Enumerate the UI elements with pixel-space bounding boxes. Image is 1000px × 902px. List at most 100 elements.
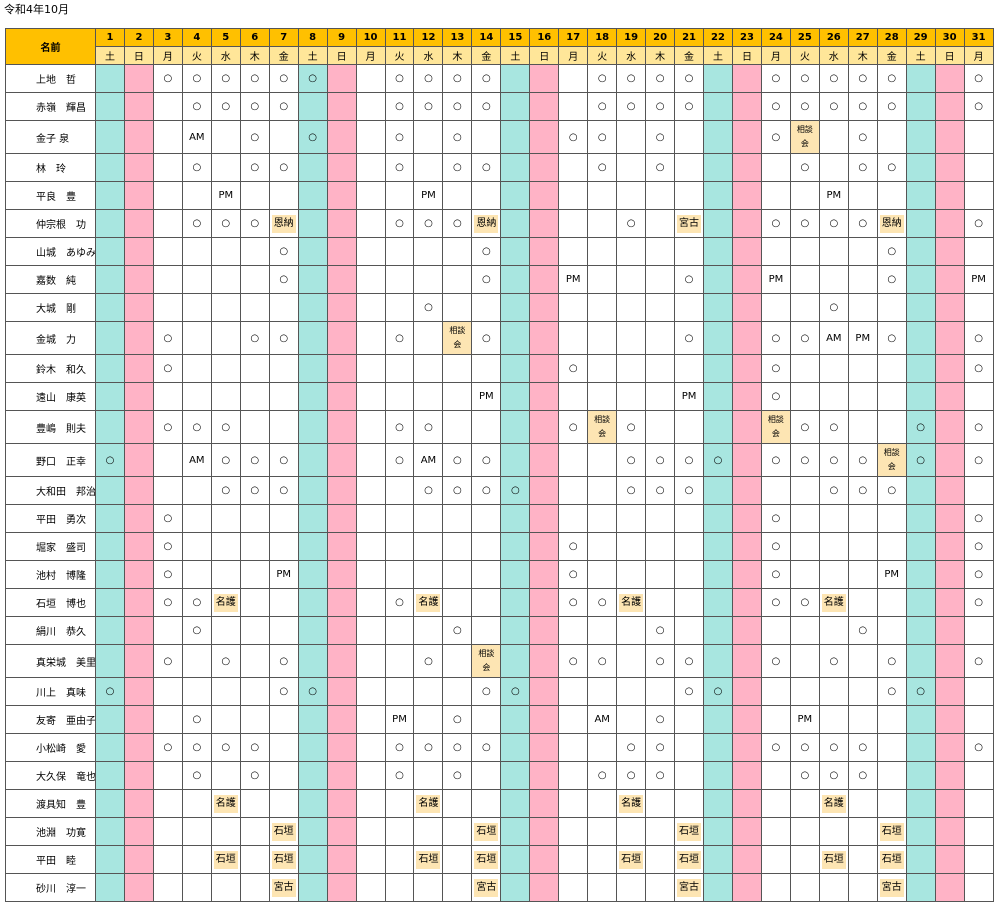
schedule-cell: ○ — [818, 644, 849, 678]
schedule-cell — [558, 64, 589, 93]
staff-name: 平良 豊 — [5, 181, 96, 210]
schedule-cell — [529, 532, 560, 561]
schedule-cell — [963, 616, 994, 645]
schedule-cell — [645, 265, 676, 294]
schedule-cell — [471, 504, 502, 533]
schedule-cell — [905, 761, 936, 790]
weekday-header: 日 — [731, 46, 762, 65]
schedule-cell — [645, 873, 676, 902]
schedule-cell — [355, 873, 386, 902]
staff-name: 平田 勇次 — [5, 504, 96, 533]
schedule-cell — [95, 92, 125, 121]
schedule-cell: ○ — [268, 476, 299, 505]
schedule-cell — [731, 532, 762, 561]
schedule-cell — [152, 789, 183, 818]
schedule-cell — [326, 410, 357, 444]
schedule-cell: ○ — [963, 92, 994, 121]
schedule-cell — [703, 532, 733, 561]
schedule-cell — [326, 265, 357, 294]
schedule-cell — [847, 293, 878, 322]
schedule-cell — [297, 321, 328, 355]
schedule-cell: ○ — [471, 733, 502, 762]
schedule-cell — [674, 237, 705, 266]
schedule-cell — [95, 616, 125, 645]
schedule-cell: ○ — [384, 153, 415, 182]
schedule-cell — [905, 321, 936, 355]
schedule-cell — [181, 265, 212, 294]
schedule-cell: ○ — [210, 410, 241, 444]
schedule-cell: ○ — [181, 153, 212, 182]
schedule-cell — [905, 237, 936, 266]
schedule-cell: ○ — [963, 560, 994, 589]
schedule-cell — [934, 873, 965, 902]
schedule-cell — [95, 644, 125, 678]
schedule-cell: ○ — [442, 761, 473, 790]
schedule-cell — [876, 181, 907, 210]
table-row: 遠山 康英 PM PM ○ — [5, 382, 994, 411]
page-title: 令和4年10月 — [4, 3, 69, 16]
location-badge: 石垣 — [821, 850, 846, 869]
schedule-cell — [905, 153, 936, 182]
schedule-cell — [442, 354, 473, 383]
day-number-header: 31 — [963, 28, 994, 47]
schedule-cell — [703, 64, 733, 93]
schedule-cell — [384, 873, 415, 902]
staff-name: 堀家 盛司 — [5, 532, 96, 561]
day-number-header: 9 — [326, 28, 357, 47]
schedule-cell — [355, 504, 386, 533]
schedule-cell — [731, 789, 762, 818]
location-badge: 宮古 — [474, 878, 499, 897]
schedule-cell — [529, 120, 560, 154]
schedule-cell — [731, 588, 762, 617]
schedule-cell — [297, 410, 328, 444]
schedule-cell — [95, 789, 125, 818]
schedule-cell: ○ — [963, 354, 994, 383]
weekday-header: 日 — [326, 46, 357, 65]
location-badge: 相談会 — [878, 444, 906, 476]
schedule-cell — [529, 644, 560, 678]
schedule-cell — [471, 588, 502, 617]
schedule-cell — [703, 321, 733, 355]
schedule-cell: ○ — [587, 588, 618, 617]
schedule-cell — [123, 92, 154, 121]
schedule-cell: ○ — [181, 616, 212, 645]
schedule-cell: ○ — [384, 443, 415, 477]
schedule-cell: PM — [674, 382, 705, 411]
schedule-cell — [500, 789, 531, 818]
schedule-cell — [789, 181, 820, 210]
staff-name: 金子 泉 — [5, 120, 96, 154]
schedule-cell — [355, 677, 386, 706]
schedule-cell — [355, 265, 386, 294]
schedule-cell — [558, 733, 589, 762]
schedule-cell — [210, 616, 241, 645]
schedule-cell — [616, 644, 647, 678]
schedule-cell — [123, 588, 154, 617]
schedule-cell — [500, 265, 531, 294]
schedule-cell: ○ — [645, 616, 676, 645]
location-badge: 名護 — [821, 794, 846, 813]
schedule-cell — [297, 817, 328, 846]
location-badge: 名護 — [213, 794, 238, 813]
staff-name: 絹川 恭久 — [5, 616, 96, 645]
schedule-cell — [731, 64, 762, 93]
schedule-cell: PM — [471, 382, 502, 411]
schedule-cell — [934, 588, 965, 617]
location-badge: 石垣 — [271, 822, 296, 841]
schedule-cell — [905, 92, 936, 121]
schedule-cell: ○ — [847, 120, 878, 154]
schedule-cell — [442, 817, 473, 846]
schedule-cell — [210, 293, 241, 322]
schedule-cell: ○ — [587, 761, 618, 790]
schedule-cell: ○ — [268, 153, 299, 182]
schedule-cell — [442, 588, 473, 617]
schedule-cell — [355, 560, 386, 589]
schedule-cell — [876, 120, 907, 154]
schedule-cell — [500, 410, 531, 444]
schedule-cell: ○ — [789, 92, 820, 121]
schedule-cell — [760, 817, 791, 846]
schedule-cell — [181, 789, 212, 818]
table-row: 堀家 盛司 ○ ○ ○ ○ — [5, 532, 994, 561]
schedule-cell — [413, 504, 444, 533]
schedule-cell — [210, 532, 241, 561]
schedule-cell — [181, 845, 212, 874]
